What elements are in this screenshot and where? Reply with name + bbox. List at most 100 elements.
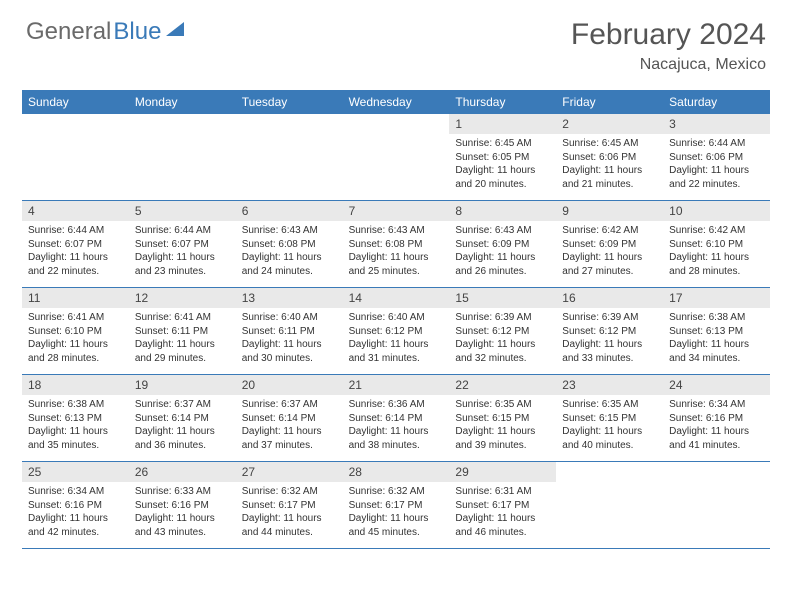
day-info: Sunrise: 6:32 AMSunset: 6:17 PMDaylight:… (343, 482, 450, 543)
sunset-text: Sunset: 6:13 PM (669, 325, 764, 339)
sunset-text: Sunset: 6:17 PM (242, 499, 337, 513)
sunset-text: Sunset: 6:08 PM (349, 238, 444, 252)
sunrise-text: Sunrise: 6:33 AM (135, 485, 230, 499)
sunset-text: Sunset: 6:13 PM (28, 412, 123, 426)
calendar-cell: 4Sunrise: 6:44 AMSunset: 6:07 PMDaylight… (22, 201, 129, 287)
calendar-cell: 6Sunrise: 6:43 AMSunset: 6:08 PMDaylight… (236, 201, 343, 287)
calendar-cell: 26Sunrise: 6:33 AMSunset: 6:16 PMDayligh… (129, 462, 236, 548)
week-row: 25Sunrise: 6:34 AMSunset: 6:16 PMDayligh… (22, 462, 770, 549)
day-info: Sunrise: 6:37 AMSunset: 6:14 PMDaylight:… (236, 395, 343, 456)
daylight-text: Daylight: 11 hours and 21 minutes. (562, 164, 657, 191)
daylight-text: Daylight: 11 hours and 41 minutes. (669, 425, 764, 452)
calendar-cell: 18Sunrise: 6:38 AMSunset: 6:13 PMDayligh… (22, 375, 129, 461)
daylight-text: Daylight: 11 hours and 40 minutes. (562, 425, 657, 452)
logo-text-part1: General (26, 18, 111, 46)
day-info: Sunrise: 6:44 AMSunset: 6:07 PMDaylight:… (129, 221, 236, 282)
day-number: 23 (556, 375, 663, 395)
sunset-text: Sunset: 6:17 PM (349, 499, 444, 513)
sunrise-text: Sunrise: 6:35 AM (455, 398, 550, 412)
calendar-cell: 3Sunrise: 6:44 AMSunset: 6:06 PMDaylight… (663, 114, 770, 200)
sunset-text: Sunset: 6:15 PM (455, 412, 550, 426)
sunset-text: Sunset: 6:17 PM (455, 499, 550, 513)
sunset-text: Sunset: 6:12 PM (349, 325, 444, 339)
sunrise-text: Sunrise: 6:43 AM (455, 224, 550, 238)
week-row: 18 Sunrise: 6:38 AMSunset: 6:13 PM Dayligh… (22, 375, 770, 462)
sunrise-text: Sunrise: 6:34 AM (28, 485, 123, 499)
day-info: Sunrise: 6:43 AMSunset: 6:08 PMDaylight:… (236, 221, 343, 282)
day-number: 6 (236, 201, 343, 221)
dow-sunday: Sunday (22, 90, 129, 114)
daylight-text: Daylight: 11 hours and 46 minutes. (455, 512, 550, 539)
sunrise-text: Sunrise: 6:40 AM (242, 311, 337, 325)
sunset-text: Sunset: 6:06 PM (562, 151, 657, 165)
calendar-cell: 8Sunrise: 6:43 AMSunset: 6:09 PMDaylight… (449, 201, 556, 287)
dow-friday: Friday (556, 90, 663, 114)
daylight-text: Daylight: 11 hours and 28 minutes. (28, 338, 123, 365)
daylight-text: Daylight: 11 hours and 42 minutes. (28, 512, 123, 539)
daylight-text: Daylight: 11 hours and 29 minutes. (135, 338, 230, 365)
dow-wednesday: Wednesday (343, 90, 450, 114)
sunset-text: Sunset: 6:16 PM (135, 499, 230, 513)
daylight-text: Daylight: 11 hours and 23 minutes. (135, 251, 230, 278)
day-number: 29 (449, 462, 556, 482)
daylight-text: Daylight: 11 hours and 38 minutes. (349, 425, 444, 452)
day-info: Sunrise: 6:41 AMSunset: 6:11 PMDaylight:… (129, 308, 236, 369)
calendar-cell-empty (22, 114, 129, 200)
daylight-text: Daylight: 11 hours and 32 minutes. (455, 338, 550, 365)
day-number: 18 (22, 375, 129, 395)
day-info: Sunrise: 6:43 AMSunset: 6:08 PMDaylight:… (343, 221, 450, 282)
daylight-text: Daylight: 11 hours and 36 minutes. (135, 425, 230, 452)
daylight-text: Daylight: 11 hours and 45 minutes. (349, 512, 444, 539)
sunrise-text: Sunrise: 6:44 AM (28, 224, 123, 238)
daylight-text: Daylight: 11 hours and 20 minutes. (455, 164, 550, 191)
sunset-text: Sunset: 6:10 PM (28, 325, 123, 339)
day-number: 27 (236, 462, 343, 482)
sunset-text: Sunset: 6:16 PM (28, 499, 123, 513)
daylight-text: Daylight: 11 hours and 37 minutes. (242, 425, 337, 452)
sunrise-text: Sunrise: 6:34 AM (669, 398, 764, 412)
calendar-cell: 23Sunrise: 6:35 AMSunset: 6:15 PMDayligh… (556, 375, 663, 461)
daylight-text: Daylight: 11 hours and 44 minutes. (242, 512, 337, 539)
sunrise-text: Sunrise: 6:38 AM (28, 398, 123, 412)
calendar-cell: 12Sunrise: 6:41 AMSunset: 6:11 PMDayligh… (129, 288, 236, 374)
sunset-text: Sunset: 6:12 PM (455, 325, 550, 339)
day-info: Sunrise: 6:44 AMSunset: 6:07 PMDaylight:… (22, 221, 129, 282)
day-info: Sunrise: 6:32 AMSunset: 6:17 PMDaylight:… (236, 482, 343, 543)
calendar-cell: 24Sunrise: 6:34 AMSunset: 6:16 PMDayligh… (663, 375, 770, 461)
day-info: Sunrise: 6:37 AMSunset: 6:14 PMDaylight:… (129, 395, 236, 456)
day-number: 16 (556, 288, 663, 308)
sunrise-text: Sunrise: 6:36 AM (349, 398, 444, 412)
sunrise-text: Sunrise: 6:44 AM (669, 137, 764, 151)
day-number: 3 (663, 114, 770, 134)
sunrise-text: Sunrise: 6:39 AM (562, 311, 657, 325)
sunrise-text: Sunrise: 6:38 AM (669, 311, 764, 325)
calendar-cell-empty (343, 114, 450, 200)
week-row: 4Sunrise: 6:44 AMSunset: 6:07 PMDaylight… (22, 201, 770, 288)
day-info: Sunrise: 6:39 AMSunset: 6:12 PMDaylight:… (449, 308, 556, 369)
day-number: 15 (449, 288, 556, 308)
calendar-cell: 15Sunrise: 6:39 AMSunset: 6:12 PMDayligh… (449, 288, 556, 374)
calendar-cell: 21Sunrise: 6:36 AMSunset: 6:14 PMDayligh… (343, 375, 450, 461)
day-info: Sunrise: 6:39 AMSunset: 6:12 PMDaylight:… (556, 308, 663, 369)
sunrise-text: Sunrise: 6:42 AM (669, 224, 764, 238)
day-info: Sunrise: 6:42 AMSunset: 6:10 PMDaylight:… (663, 221, 770, 282)
calendar-cell: 25Sunrise: 6:34 AMSunset: 6:16 PMDayligh… (22, 462, 129, 548)
day-number: 10 (663, 201, 770, 221)
day-info: Sunrise: 6:40 AMSunset: 6:11 PMDaylight:… (236, 308, 343, 369)
sunset-text: Sunset: 6:14 PM (242, 412, 337, 426)
sunrise-text: Sunrise: 6:43 AM (242, 224, 337, 238)
calendar-cell: 1Sunrise: 6:45 AMSunset: 6:05 PMDaylight… (449, 114, 556, 200)
day-info: Sunrise: 6:40 AMSunset: 6:12 PMDaylight:… (343, 308, 450, 369)
day-number: 5 (129, 201, 236, 221)
daylight-text: Daylight: 11 hours and 31 minutes. (349, 338, 444, 365)
day-number: 13 (236, 288, 343, 308)
day-number: 2 (556, 114, 663, 134)
day-number (236, 114, 343, 132)
day-info: Sunrise: 6:33 AMSunset: 6:16 PMDaylight:… (129, 482, 236, 543)
day-number: 7 (343, 201, 450, 221)
sunset-text: Sunset: 6:09 PM (455, 238, 550, 252)
calendar-cell: 17Sunrise: 6:38 AMSunset: 6:13 PMDayligh… (663, 288, 770, 374)
day-number: 20 (236, 375, 343, 395)
calendar-cell-empty (556, 462, 663, 548)
day-number: 26 (129, 462, 236, 482)
